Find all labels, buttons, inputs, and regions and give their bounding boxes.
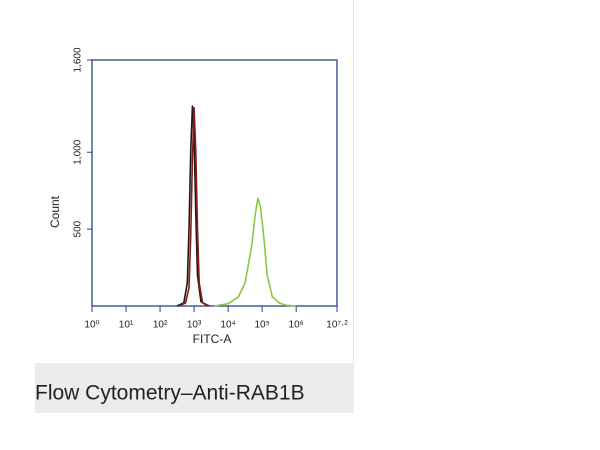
x-tick-label: 10³ — [187, 320, 202, 331]
histogram-line — [214, 197, 297, 307]
x-tick-label: 10⁴ — [220, 320, 235, 331]
histogram-line — [178, 106, 210, 307]
caption-box — [35, 363, 354, 413]
x-tick-label: 10⁰ — [84, 320, 99, 331]
x-tick-label: 10⁶ — [289, 320, 304, 331]
x-tick-label: 10⁷·² — [326, 320, 348, 331]
caption: Flow Cytometry–Anti-RAB1B — [35, 382, 305, 405]
x-tick-label: 10¹ — [119, 320, 134, 331]
plot-frame — [91, 59, 338, 307]
y-tick-label: 1,600 — [73, 47, 84, 72]
y-axis-label: Count — [48, 195, 62, 228]
x-axis-label: FITC-A — [193, 332, 232, 346]
y-tick-label: 1,000 — [73, 139, 84, 164]
x-tick-label: 10² — [153, 320, 168, 331]
x-tick-label: 10⁵ — [254, 320, 269, 331]
y-tick-label: 500 — [73, 220, 84, 237]
